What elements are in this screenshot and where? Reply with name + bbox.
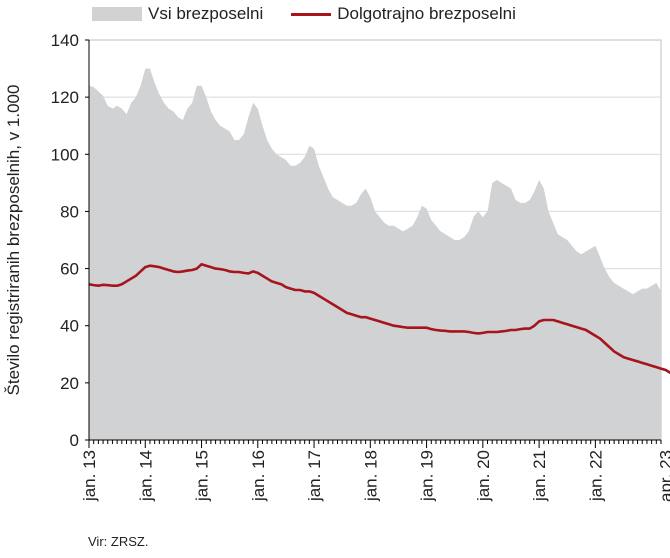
x-tick-label-jan-14: jan. 14	[136, 450, 155, 502]
y-tick-label-0: 0	[70, 431, 79, 450]
y-tick-label-20: 20	[60, 374, 79, 393]
y-tick-label-80: 80	[60, 202, 79, 221]
y-tick-label-60: 60	[60, 260, 79, 279]
legend-swatch-line	[291, 12, 332, 16]
x-tick-label-jan-21: jan. 21	[530, 450, 549, 502]
legend-label-long-term-unemployed: Dolgotrajno brezposelni	[337, 4, 516, 23]
y-tick-label-120: 120	[51, 88, 79, 107]
legend-item-long-term-unemployed: Dolgotrajno brezposelni	[291, 4, 516, 24]
series-area-all-unemployed	[89, 68, 661, 440]
x-tick-label-jan-18: jan. 18	[361, 450, 380, 502]
series-line-long-term-unemployed	[88, 262, 670, 374]
x-tick-label-jan-13: jan. 13	[80, 450, 99, 502]
x-tick-label-jan-22: jan. 22	[586, 450, 605, 502]
x-tick-label-jan-15: jan. 15	[193, 450, 212, 502]
x-tick-label-jan-16: jan. 16	[249, 450, 268, 502]
x-tick-label-jan-19: jan. 19	[418, 450, 437, 502]
source-note: Vir: ZRSZ.	[88, 534, 149, 549]
legend-swatch-area	[92, 7, 142, 21]
y-tick-label-40: 40	[60, 317, 79, 336]
y-tick-label-140: 140	[51, 31, 79, 50]
legend-item-all-unemployed: Vsi brezposelni	[92, 4, 263, 24]
x-tick-label-jan-17: jan. 17	[305, 450, 324, 502]
x-tick-label-jan-20: jan. 20	[474, 450, 493, 502]
legend-label-all-unemployed: Vsi brezposelni	[148, 4, 264, 23]
x-tick-label-apr-23: apr. 23	[657, 450, 670, 502]
chart-legend: Vsi brezposelni Dolgotrajno brezposelni	[92, 4, 544, 24]
y-tick-label-100: 100	[51, 145, 79, 164]
